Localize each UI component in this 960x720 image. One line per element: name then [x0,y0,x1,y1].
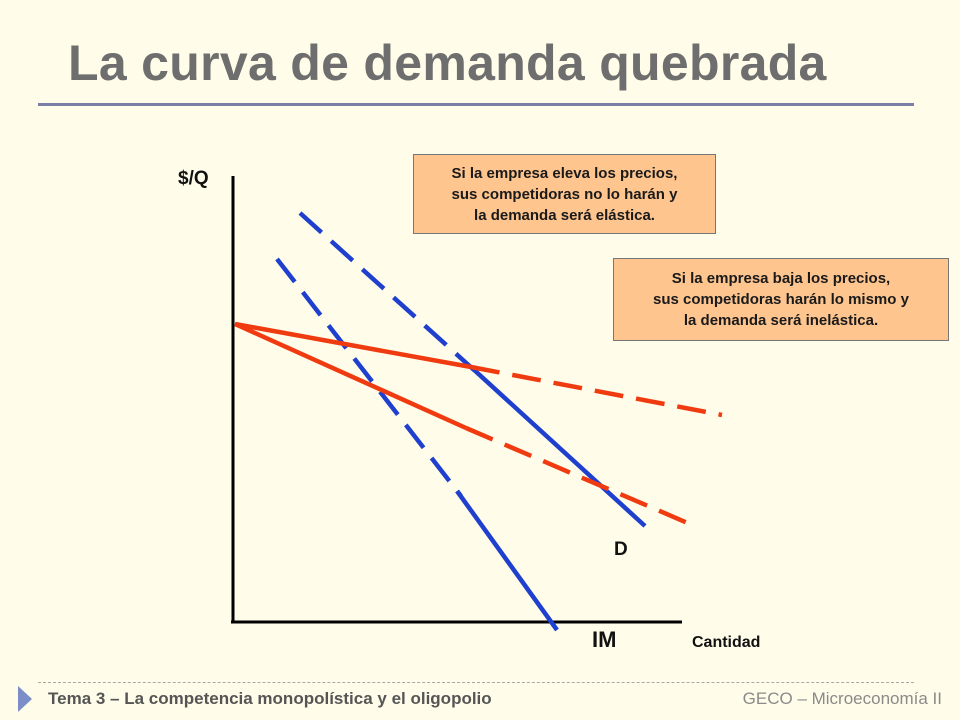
callout-line: la demanda será elástica. [474,206,655,224]
inelastic-mr-dashed [465,425,698,530]
x-axis-label: Cantidad [692,634,761,651]
elastic-mr-dashed [275,257,463,498]
callout-line: sus competidoras harán lo mismo y [653,291,909,308]
footer-divider [38,682,914,683]
callout-line: la demanda será inelástica. [683,312,879,329]
callout-price-increase: Si la empresa eleva los precios, sus com… [413,154,716,234]
inelastic-demand-dashed [470,364,723,418]
play-arrow-icon [18,686,32,712]
marginal-revenue-label: IM [592,627,617,652]
footer-course: GECO – Microeconomía II [742,689,942,708]
y-axis-label: $/Q [178,168,209,189]
inelastic-mr-solid [455,489,559,632]
elastic-demand-dashed [298,211,476,372]
demand-label: D [614,539,628,560]
title-underline [38,103,914,106]
callout-price-decrease: Si la empresa baja los precios, sus comp… [613,258,949,341]
elastic-demand-solid [234,321,472,370]
slide-title: La curva de demanda quebrada [68,35,827,91]
callout-line: Si la empresa eleva los precios, [451,164,678,182]
footer-topic: Tema 3 – La competencia monopolística y … [48,689,492,708]
callout-line: Si la empresa baja los precios, [671,270,891,287]
callout-line: sus competidoras no lo harán y [451,185,678,203]
inelastic-demand-solid [470,366,647,528]
elastic-mr-solid [234,321,467,431]
